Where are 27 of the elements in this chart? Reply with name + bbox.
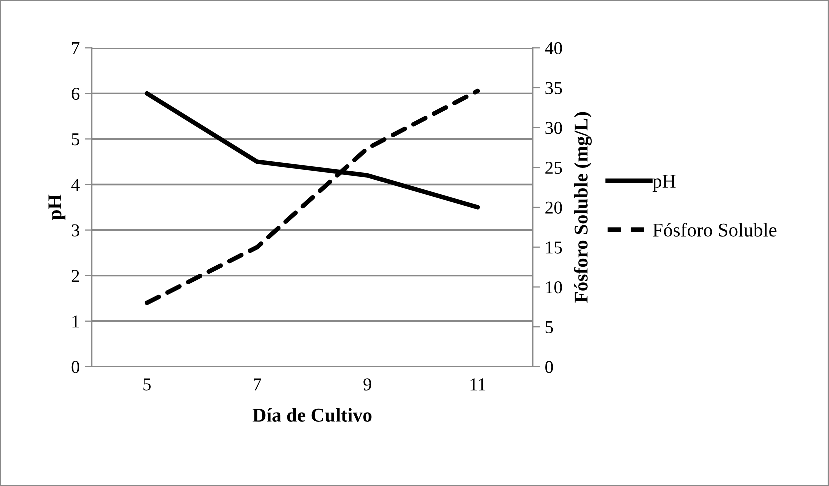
legend-label: Fósforo Soluble	[653, 223, 777, 237]
x-tick-label: 11	[470, 378, 486, 391]
x-axis-title: Día de Cultivo	[252, 408, 372, 422]
y-tick-label: 4	[72, 179, 80, 192]
y-tick-label: 0	[72, 361, 80, 374]
y2-tick-label: 35	[546, 82, 562, 94]
y2-tick-label: 20	[546, 202, 562, 214]
y2-tick-label: 30	[546, 122, 562, 134]
x-tick-label: 9	[364, 378, 372, 391]
y2-tick-label: 25	[546, 162, 562, 174]
y-tick-label: 7	[72, 42, 80, 54]
y-tick-label: 2	[72, 270, 80, 282]
y2-tick-label: 0	[546, 361, 554, 374]
y2-tick-label: 15	[546, 242, 562, 254]
line-series	[144, 88, 480, 306]
x-tick-label: 7	[254, 378, 262, 391]
y-axis-title: pH	[48, 194, 66, 220]
y-tick-label: 6	[72, 88, 80, 100]
y2-tick-label: 5	[546, 322, 554, 334]
y-tick-label: 1	[72, 316, 80, 328]
y2-axis-title: Fósforo Soluble (mg/L)	[574, 112, 592, 304]
y2-tick-label: 10	[546, 281, 562, 294]
x-tick-label: 5	[144, 378, 151, 391]
legend-label: pH	[652, 175, 676, 192]
y-tick-label: 3	[72, 224, 80, 237]
y2-tick-label: 40	[545, 42, 562, 55]
y-tick-label: 5	[72, 134, 80, 146]
